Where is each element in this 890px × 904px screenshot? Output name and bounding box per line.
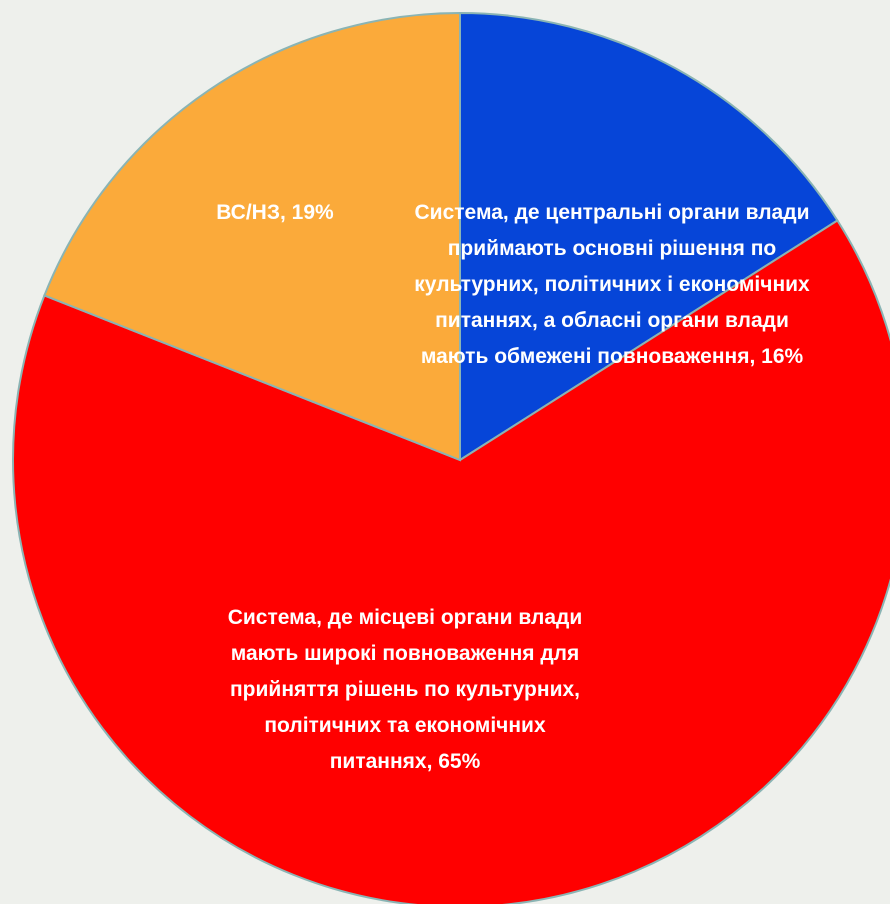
- data-label: Система, де місцеві органи влади мають ш…: [227, 606, 583, 773]
- pie-slice: [43, 11, 461, 462]
- pie-slice: [459, 11, 839, 462]
- data-label: ВС/НЗ, 19%: [216, 201, 334, 224]
- data-label: Система, де центральні органи влади прий…: [414, 201, 810, 368]
- pie-slice: [12, 219, 890, 904]
